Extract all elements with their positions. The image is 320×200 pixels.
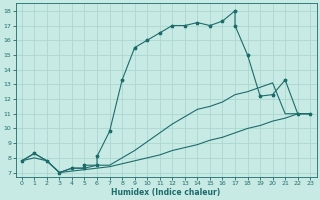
X-axis label: Humidex (Indice chaleur): Humidex (Indice chaleur) xyxy=(111,188,221,197)
